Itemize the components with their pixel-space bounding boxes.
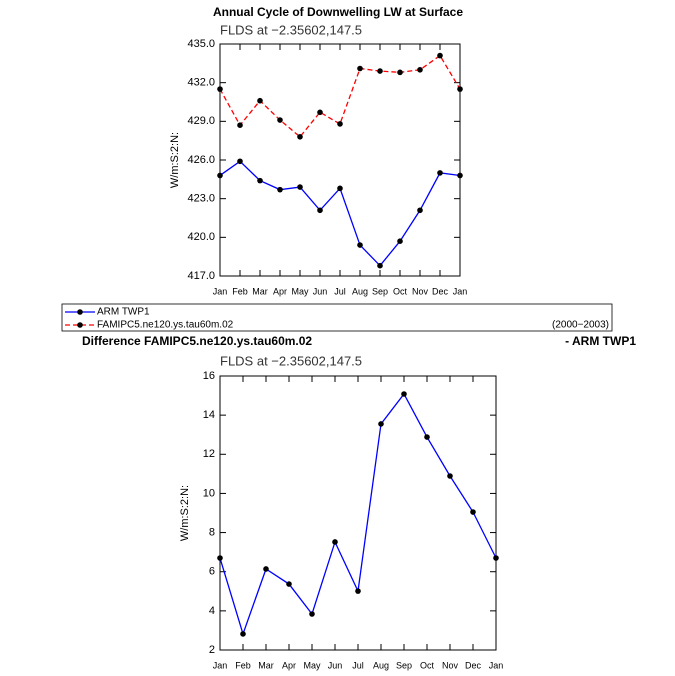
point bbox=[297, 134, 303, 140]
chart-title: Annual Cycle of Downwelling LW at Surfac… bbox=[213, 5, 463, 19]
y-tick-label: 426.0 bbox=[187, 154, 215, 166]
y-tick-label: 2 bbox=[209, 644, 215, 656]
y-tick-label: 417.0 bbox=[187, 270, 215, 282]
point bbox=[257, 97, 263, 104]
series-line bbox=[219, 392, 497, 637]
point bbox=[397, 69, 403, 76]
point bbox=[417, 66, 423, 73]
point bbox=[357, 242, 363, 248]
x-tick-label: Oct bbox=[420, 660, 435, 670]
y-tick-label: 435.0 bbox=[187, 38, 215, 50]
point bbox=[237, 158, 243, 165]
point bbox=[378, 421, 384, 427]
y-tick-label: 6 bbox=[209, 566, 215, 578]
point bbox=[377, 68, 383, 74]
y-tick-label: 423.0 bbox=[187, 193, 215, 205]
x-tick-label: Jun bbox=[328, 660, 343, 670]
x-tick-label: Jun bbox=[313, 286, 328, 296]
y-tick-label: 429.0 bbox=[187, 115, 215, 127]
x-tick-label: Feb bbox=[232, 286, 248, 296]
y-axis-label: W/m:S:2:N: bbox=[169, 132, 181, 188]
y-tick-label: 8 bbox=[209, 526, 215, 538]
point bbox=[357, 65, 363, 72]
x-tick-label: Dec bbox=[465, 660, 482, 670]
x-tick-label: Apr bbox=[273, 286, 287, 296]
point bbox=[447, 473, 453, 479]
point bbox=[493, 555, 499, 561]
chart-subtitle: FLDS at −2.35602,147.5 bbox=[220, 353, 362, 368]
point bbox=[297, 184, 303, 190]
point bbox=[401, 391, 407, 397]
legend-marker bbox=[77, 309, 83, 315]
point bbox=[470, 509, 476, 515]
point bbox=[457, 86, 463, 92]
x-tick-label: Jan bbox=[213, 660, 228, 670]
point bbox=[286, 581, 292, 587]
x-tick-label: Nov bbox=[442, 660, 459, 670]
point bbox=[217, 555, 223, 561]
point bbox=[277, 186, 283, 193]
y-tick-label: 12 bbox=[203, 448, 215, 460]
x-tick-label: May bbox=[291, 286, 309, 296]
point bbox=[437, 52, 443, 59]
x-tick-label: Feb bbox=[235, 660, 251, 670]
x-tick-label: Oct bbox=[393, 286, 408, 296]
point bbox=[237, 122, 243, 128]
y-tick-label: 14 bbox=[203, 409, 215, 421]
x-tick-label: Aug bbox=[352, 286, 368, 296]
point bbox=[377, 262, 383, 269]
point bbox=[337, 185, 343, 192]
point bbox=[217, 172, 223, 179]
point bbox=[240, 631, 246, 637]
chart-subtitle: FLDS at −2.35602,147.5 bbox=[220, 22, 362, 37]
legend-label: ARM TWP1 bbox=[97, 307, 150, 318]
y-tick-label: 420.0 bbox=[187, 231, 215, 243]
point bbox=[424, 434, 430, 440]
point bbox=[437, 170, 443, 176]
x-tick-label: Jul bbox=[352, 660, 364, 670]
x-tick-label: Dec bbox=[432, 286, 449, 296]
legend-box bbox=[61, 303, 613, 332]
point bbox=[263, 566, 269, 572]
x-tick-label: Mar bbox=[258, 660, 274, 670]
legend-note: (2000−2003) bbox=[552, 320, 609, 331]
chart-title: Difference FAMIPC5.ne120.ys.tau60m.02 bbox=[82, 334, 312, 348]
x-tick-label: Sep bbox=[372, 286, 388, 296]
point bbox=[355, 588, 361, 594]
x-tick-label: Nov bbox=[412, 286, 429, 296]
point bbox=[317, 109, 323, 116]
x-tick-label: May bbox=[303, 660, 321, 670]
x-tick-label: Jan bbox=[489, 660, 504, 670]
point bbox=[397, 238, 403, 244]
legend-marker bbox=[77, 322, 83, 328]
point bbox=[309, 611, 315, 617]
y-tick-label: 10 bbox=[203, 487, 215, 499]
point bbox=[277, 117, 283, 123]
point bbox=[217, 86, 223, 92]
point bbox=[257, 177, 263, 184]
y-tick-label: 16 bbox=[203, 370, 215, 382]
y-tick-label: 432.0 bbox=[187, 77, 215, 89]
point bbox=[417, 207, 423, 214]
chart-title-suffix: - ARM TWP1 bbox=[565, 334, 636, 348]
y-tick-label: 4 bbox=[209, 605, 215, 617]
point bbox=[317, 207, 323, 214]
x-tick-label: Jul bbox=[334, 286, 346, 296]
point bbox=[332, 539, 338, 545]
legend-label: FAMIPC5.ne120.ys.tau60m.02 bbox=[97, 320, 234, 331]
plot-frame bbox=[219, 43, 461, 277]
plot-frame bbox=[219, 375, 497, 651]
point bbox=[337, 121, 343, 127]
x-tick-label: Aug bbox=[373, 660, 389, 670]
point bbox=[457, 172, 463, 179]
x-tick-label: Sep bbox=[396, 660, 412, 670]
y-axis-label: W/m:S:2:N: bbox=[179, 485, 191, 541]
x-tick-label: Mar bbox=[252, 286, 268, 296]
x-tick-label: Apr bbox=[282, 660, 296, 670]
x-tick-label: Jan bbox=[213, 286, 228, 296]
x-tick-label: Jan bbox=[453, 286, 468, 296]
series-line bbox=[219, 160, 461, 267]
